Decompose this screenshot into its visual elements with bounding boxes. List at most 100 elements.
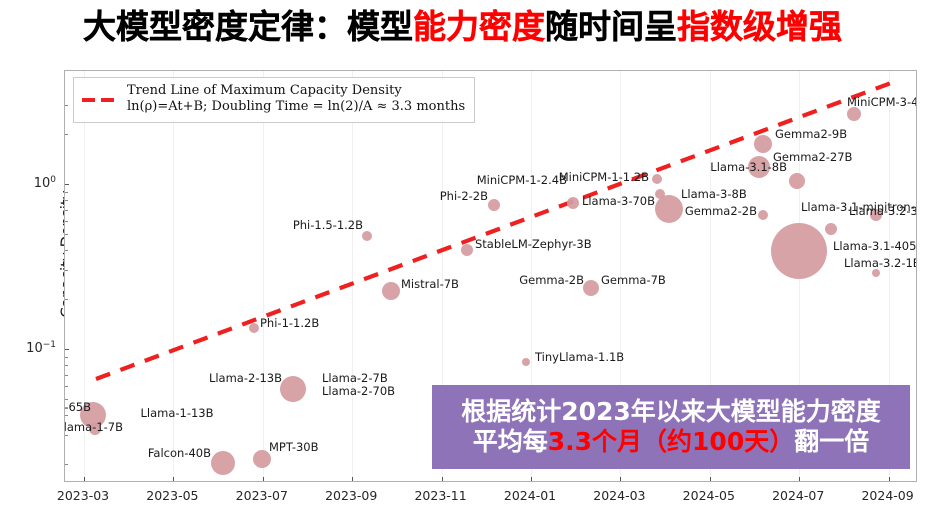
data-point-bubble xyxy=(655,189,665,199)
summary-callout: 根据统计2023年以来大模型能力密度 平均每3.3个月（约100天）翻一倍 xyxy=(432,385,910,469)
data-point-bubble xyxy=(583,280,599,296)
data-point-bubble xyxy=(771,223,827,279)
data-point-bubble xyxy=(758,210,768,220)
y-axis-tick xyxy=(65,349,69,350)
data-point-label: Mistral-7B xyxy=(401,277,459,291)
data-point-label: Llama-1-65B xyxy=(64,400,91,414)
x-axis-tick-label: 2023-03 xyxy=(56,488,110,503)
y-axis-tick-label: 10−1 xyxy=(26,339,56,357)
data-point-label: Phi-2-2B xyxy=(439,189,488,203)
title-part-1: 大模型密度定律：模型 xyxy=(83,6,413,46)
x-axis-tick-label: 2023-07 xyxy=(235,488,288,503)
data-point-bubble xyxy=(89,423,101,435)
y-axis-minor-tick xyxy=(65,249,68,251)
data-point-bubble xyxy=(461,244,473,256)
data-point-bubble xyxy=(253,450,271,468)
data-point-label: Gemma2-2B xyxy=(684,204,757,218)
data-point-bubble xyxy=(382,282,400,300)
y-axis-minor-tick xyxy=(65,356,68,358)
data-point-label: Phi-1.5-1.2B xyxy=(292,218,363,232)
y-axis-minor-tick xyxy=(65,199,68,201)
data-point-label: Llama-1-7B xyxy=(65,420,123,434)
gridline-vertical xyxy=(262,71,264,481)
y-axis-minor-tick xyxy=(65,220,68,222)
data-point-bubble xyxy=(488,199,500,211)
data-point-label: Llama-3-70B xyxy=(581,194,655,208)
data-point-bubble xyxy=(655,195,683,223)
data-point-bubble xyxy=(872,269,880,277)
y-axis-minor-tick xyxy=(65,134,68,136)
data-point-label: Falcon-40B xyxy=(147,446,211,460)
data-point-bubble xyxy=(754,135,772,153)
data-point-label: Gemma-7B xyxy=(601,273,666,287)
x-axis-tick xyxy=(888,477,890,481)
y-axis-minor-tick xyxy=(65,414,68,416)
data-point-bubble xyxy=(652,174,662,184)
legend-text: Trend Line of Maximum Capacity Density l… xyxy=(127,83,465,116)
data-point-bubble xyxy=(847,107,861,121)
data-point-label: Llama-2-13B xyxy=(208,371,282,385)
y-axis-minor-tick xyxy=(65,464,68,466)
y-axis-minor-tick xyxy=(65,191,68,193)
gridline-vertical xyxy=(352,71,354,481)
y-axis-minor-tick xyxy=(65,364,68,366)
callout-line-2-prefix: 平均每 xyxy=(472,427,548,456)
x-axis-tick-label: 2023-05 xyxy=(146,488,199,503)
data-point-label: MiniCPM-1-1.2B xyxy=(558,170,649,184)
data-point-label: MiniCPM-3-4B xyxy=(847,95,916,109)
data-point-label: MiniCPM-1-2.4B xyxy=(476,173,567,187)
x-axis-tick-label: 2023-11 xyxy=(414,488,467,503)
data-point-label: Llama-3.2-3B xyxy=(849,204,916,218)
data-point-bubble xyxy=(362,231,372,241)
data-point-label: Llama-3.1-405B xyxy=(833,239,917,253)
legend: Trend Line of Maximum Capacity Density l… xyxy=(73,77,476,123)
data-point-label: Llama-1-13B xyxy=(140,406,214,420)
y-axis-minor-tick xyxy=(65,209,68,211)
data-point-label: Gemma2-9B xyxy=(775,127,848,141)
data-point-label: Llama-2-7B xyxy=(322,371,388,385)
data-point-bubble xyxy=(280,376,306,402)
y-axis-minor-tick xyxy=(65,105,68,107)
x-axis-tick-label: 2024-09 xyxy=(861,488,914,503)
data-point-bubble xyxy=(249,323,259,333)
x-axis-tick-label: 2024-01 xyxy=(503,488,557,503)
data-point-bubble xyxy=(211,451,235,475)
y-axis-minor-tick xyxy=(65,374,68,376)
y-axis-minor-tick xyxy=(65,299,68,301)
title-part-2: 随时间呈 xyxy=(545,6,677,46)
gridline-vertical xyxy=(84,71,85,481)
data-point-label: Phi-1-1.2B xyxy=(260,316,320,330)
page-title-text: 大模型密度定律：模型能力密度随时间呈指数级增强 xyxy=(83,6,842,46)
x-axis-tick-label: 2024-03 xyxy=(593,488,646,503)
data-point-label: MPT-30B xyxy=(269,440,319,454)
data-point-bubble xyxy=(870,209,882,221)
data-point-label: StableLM-Zephyr-3B xyxy=(475,237,592,251)
data-point-label: Llama-3.1-minitron-4B xyxy=(801,200,916,214)
x-axis-tick xyxy=(352,477,354,481)
x-axis-tick-label: 2024-05 xyxy=(682,488,735,503)
x-axis-tick xyxy=(709,477,711,481)
page-title: 大模型密度定律：模型能力密度随时间呈指数级增强 xyxy=(0,0,925,52)
x-axis-tick xyxy=(84,477,85,481)
y-axis-tick xyxy=(65,184,69,185)
data-point-label: Llama-3-8B xyxy=(681,187,747,201)
x-axis-tick xyxy=(620,477,622,481)
x-axis-tick xyxy=(173,477,175,481)
data-point-label: Gemma-2B xyxy=(519,273,584,287)
y-axis-minor-tick xyxy=(65,435,68,437)
x-axis-tick xyxy=(531,477,532,481)
data-point-label: Gemma2-27B xyxy=(773,150,853,164)
x-axis-tick xyxy=(441,477,443,481)
data-point-label: Llama-3.2-1B xyxy=(844,256,917,270)
title-highlight-2: 指数级增强 xyxy=(677,6,842,46)
callout-line-2-highlight: 3.3个月（约100天） xyxy=(547,427,795,456)
callout-line-2-suffix: 翻一倍 xyxy=(794,427,870,456)
x-axis-tick-label: 2024-07 xyxy=(772,488,825,503)
data-point-bubble xyxy=(522,358,530,366)
data-point-bubble xyxy=(567,197,579,209)
x-axis-tick xyxy=(799,477,801,481)
data-point-label: TinyLlama-1.1B xyxy=(535,350,625,364)
y-axis-minor-tick xyxy=(65,233,68,235)
y-axis-minor-tick xyxy=(65,385,68,387)
